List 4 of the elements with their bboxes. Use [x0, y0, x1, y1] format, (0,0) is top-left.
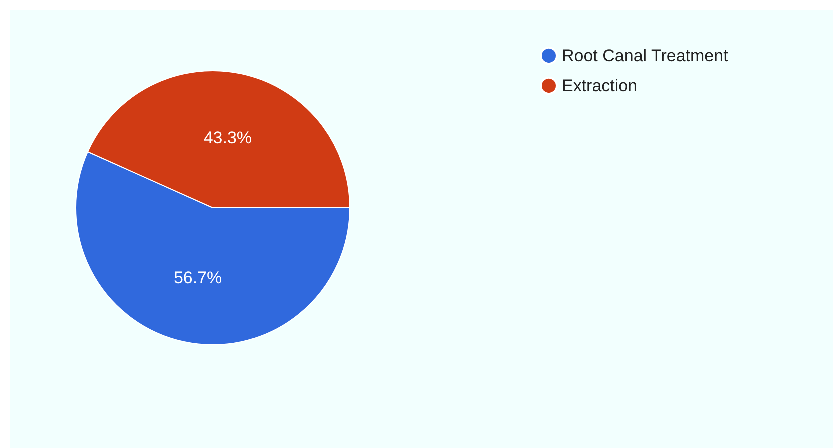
- data-label: 56.7%: [174, 268, 222, 288]
- data-label: 43.3%: [204, 128, 252, 148]
- legend-label: Extraction: [562, 76, 638, 96]
- legend-label: Root Canal Treatment: [562, 46, 729, 66]
